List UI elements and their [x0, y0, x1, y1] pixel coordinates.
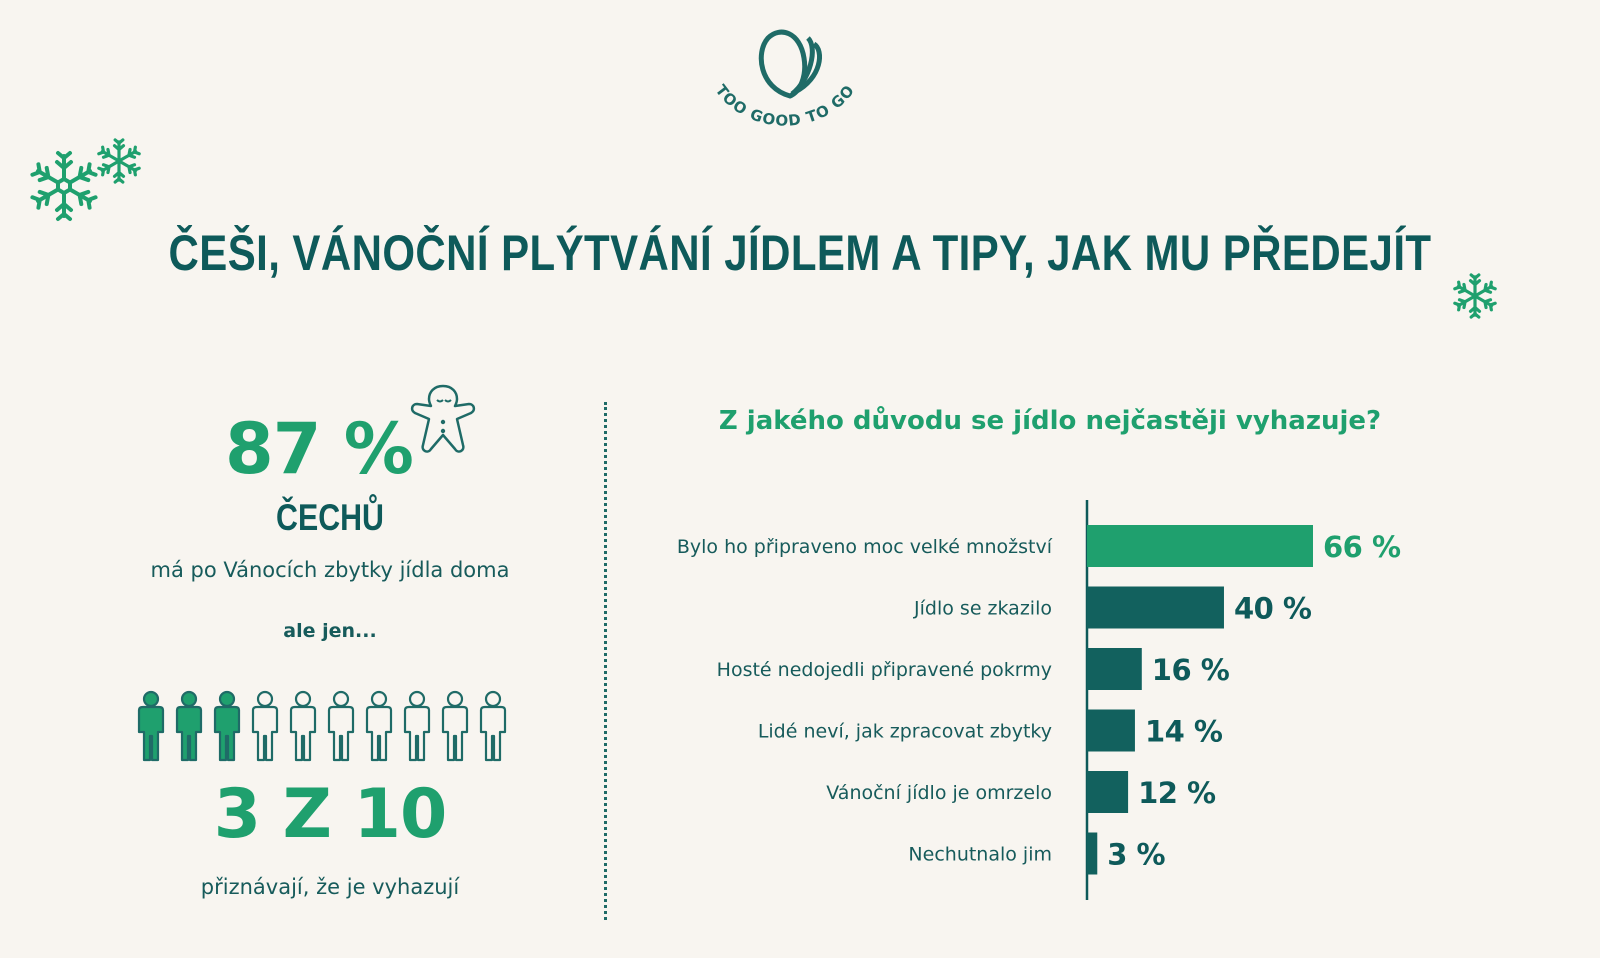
stat-description: má po Vánocích zbytky jídla doma [150, 558, 510, 582]
person-icon-filled [213, 690, 241, 762]
data-label: 40 % [1234, 592, 1312, 626]
ratio-description: přiznávají, že je vyhazují [200, 875, 460, 899]
stat-ratio: 3 Z 10 [213, 775, 448, 854]
gingerbread-man-icon [410, 384, 476, 453]
people-pictogram [137, 690, 507, 762]
stat-noun: ČECHŮ [276, 497, 384, 538]
person-icon-filled [137, 690, 165, 762]
category-label: Lidé neví, jak zpracovat zbytky [758, 721, 1052, 743]
chart-title: Z jakého důvodu se jídlo nejčastěji vyha… [718, 406, 1382, 436]
person-icon-outline [365, 690, 393, 762]
person-icon-outline [441, 690, 469, 762]
category-label: Hosté nedojedli připravené pokrmy [717, 659, 1052, 681]
logo-text: TOO GOOD TO GO [712, 81, 858, 130]
category-label: Bylo ho připraveno moc velké množství [677, 536, 1053, 558]
snowflake-icon [29, 151, 99, 221]
data-label: 14 % [1145, 715, 1223, 749]
person-icon-filled [175, 690, 203, 762]
connector-text: ale jen... [283, 620, 377, 642]
svg-text:TOO GOOD TO GO: TOO GOOD TO GO [712, 81, 859, 130]
bar [1087, 586, 1224, 629]
data-label: 16 % [1152, 653, 1230, 687]
person-icon-outline [251, 690, 279, 762]
bar [1087, 832, 1098, 875]
too-good-to-go-logo: TOO GOOD TO GO [712, 29, 859, 130]
bar-chart: Bylo ho připraveno moc velké množství 66 … [677, 500, 1401, 900]
person-icon-outline [327, 690, 355, 762]
bar [1087, 709, 1135, 752]
snowflake-icon [96, 138, 142, 184]
bar [1087, 525, 1313, 567]
bar [1087, 771, 1129, 813]
bar [1087, 648, 1142, 690]
page-title: ČEŠI, VÁNOČNÍ PLÝTVÁNÍ JÍDLEM A TIPY, JA… [168, 225, 1432, 281]
person-icon-outline [403, 690, 431, 762]
data-label: 66 % [1323, 530, 1401, 564]
data-label: 12 % [1138, 776, 1216, 810]
category-label: Nechutnalo jim [908, 844, 1052, 866]
stat-percent: 87 % [225, 408, 414, 490]
person-icon-outline [479, 690, 507, 762]
data-label: 3 % [1107, 838, 1165, 872]
category-label: Jídlo se zkazilo [913, 598, 1052, 620]
person-icon-outline [289, 690, 317, 762]
divider [604, 402, 607, 920]
category-label: Vánoční jídlo je omrzelo [826, 782, 1052, 804]
